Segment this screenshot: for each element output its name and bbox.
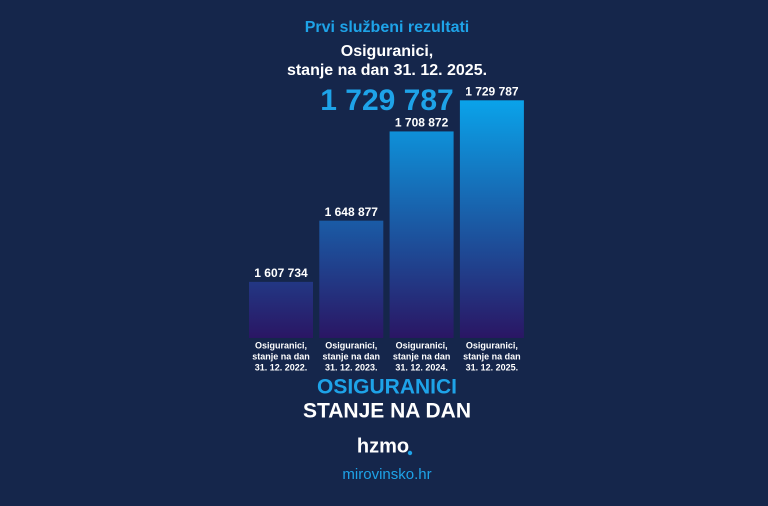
- x-tick-label: stanje na dan: [323, 351, 381, 361]
- footer-subheading: STANJE NA DAN: [303, 400, 471, 423]
- x-tick-label: stanje na dan: [463, 351, 521, 361]
- chart-title: Prvi službeni rezultati: [305, 19, 469, 36]
- bar: [459, 100, 524, 339]
- bar: [389, 131, 454, 338]
- value-label: 1 708 872: [395, 116, 449, 130]
- x-tick-label: 31. 12. 2022.: [255, 362, 308, 372]
- x-tick-label: stanje na dan: [393, 351, 451, 361]
- x-tick-label: stanje na dan: [252, 351, 310, 361]
- subtitle: Osiguranici,: [341, 43, 433, 60]
- x-tick-label: Osiguranici,: [325, 340, 377, 350]
- footer-heading: OSIGURANICI: [317, 376, 457, 399]
- x-tick-label: Osiguranici,: [466, 340, 518, 350]
- subtitle: stanje na dan 31. 12. 2025.: [287, 62, 487, 79]
- x-tick-label: Osiguranici,: [396, 340, 448, 350]
- website: mirovinsko.hr: [342, 466, 431, 483]
- x-tick-label: 31. 12. 2025.: [466, 362, 519, 372]
- x-tick-label: Osiguranici,: [255, 340, 307, 350]
- x-tick-label: 31. 12. 2024.: [395, 362, 448, 372]
- logo: hzmo: [357, 435, 409, 457]
- value-label: 1 607 734: [254, 266, 308, 280]
- logo-dot: [407, 450, 413, 456]
- bar: [249, 281, 313, 338]
- x-tick-label: 31. 12. 2023.: [325, 362, 378, 372]
- value-label: 1 648 877: [325, 205, 379, 219]
- bar: [319, 220, 384, 338]
- value-label: 1 729 787: [465, 84, 519, 98]
- headline: 1 729 787: [320, 84, 453, 117]
